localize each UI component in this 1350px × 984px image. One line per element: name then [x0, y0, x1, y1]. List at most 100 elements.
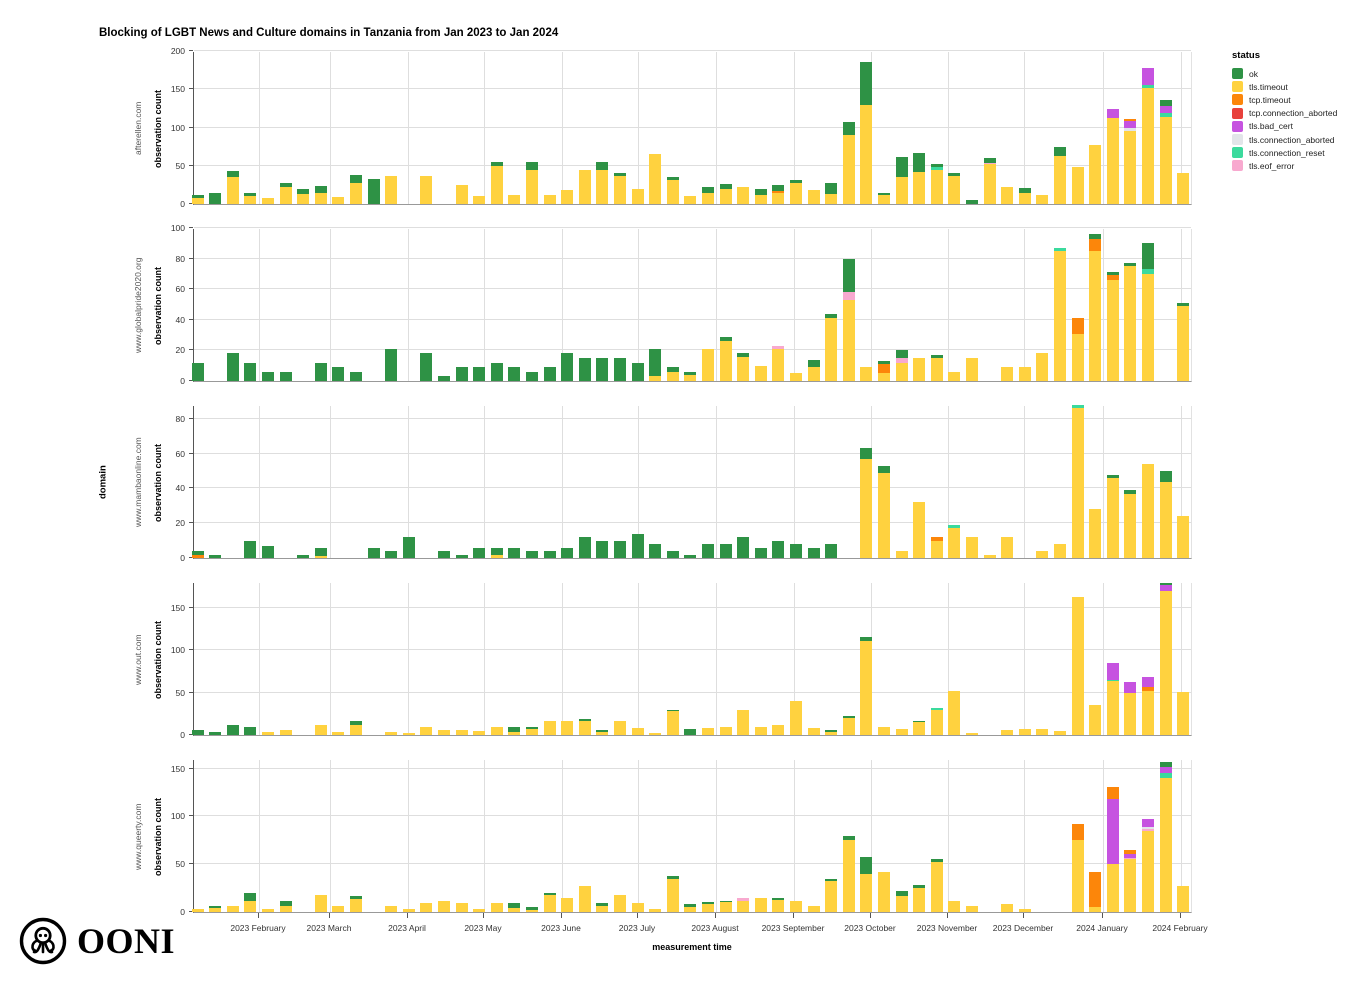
bar-afterellen.com[interactable] — [473, 51, 486, 204]
bar-www.mambaonline.com[interactable] — [385, 405, 398, 558]
bar-www.queerty.com[interactable] — [631, 759, 644, 912]
bar-www.out.com[interactable] — [842, 582, 855, 735]
bar-www.globalpride2020.org[interactable] — [613, 228, 626, 381]
bar-www.queerty.com[interactable] — [455, 759, 468, 912]
bar-www.globalpride2020.org[interactable] — [349, 228, 362, 381]
bar-www.mambaonline.com[interactable] — [772, 405, 785, 558]
bar-www.out.com[interactable] — [666, 582, 679, 735]
bar-www.mambaonline.com[interactable] — [754, 405, 767, 558]
bar-afterellen.com[interactable] — [261, 51, 274, 204]
bar-afterellen.com[interactable] — [684, 51, 697, 204]
bar-afterellen.com[interactable] — [209, 51, 222, 204]
bar-www.queerty.com[interactable] — [719, 759, 732, 912]
bar-afterellen.com[interactable] — [825, 51, 838, 204]
bar-afterellen.com[interactable] — [420, 51, 433, 204]
bar-www.mambaonline.com[interactable] — [631, 405, 644, 558]
bar-www.mambaonline.com[interactable] — [455, 405, 468, 558]
bar-www.queerty.com[interactable] — [508, 759, 521, 912]
bar-www.out.com[interactable] — [613, 582, 626, 735]
bar-afterellen.com[interactable] — [244, 51, 257, 204]
bar-www.queerty.com[interactable] — [701, 759, 714, 912]
bar-www.globalpride2020.org[interactable] — [191, 228, 204, 381]
bar-afterellen.com[interactable] — [807, 51, 820, 204]
bar-www.out.com[interactable] — [948, 582, 961, 735]
bar-www.mambaonline.com[interactable] — [684, 405, 697, 558]
bar-www.globalpride2020.org[interactable] — [385, 228, 398, 381]
bar-afterellen.com[interactable] — [508, 51, 521, 204]
bar-www.mambaonline.com[interactable] — [1053, 405, 1066, 558]
bar-www.out.com[interactable] — [789, 582, 802, 735]
bar-www.globalpride2020.org[interactable] — [578, 228, 591, 381]
bar-www.mambaonline.com[interactable] — [244, 405, 257, 558]
bar-afterellen.com[interactable] — [789, 51, 802, 204]
bar-www.queerty.com[interactable] — [490, 759, 503, 912]
bar-www.globalpride2020.org[interactable] — [314, 228, 327, 381]
bar-afterellen.com[interactable] — [930, 51, 943, 204]
bar-www.mambaonline.com[interactable] — [719, 405, 732, 558]
bar-www.out.com[interactable] — [525, 582, 538, 735]
bar-www.mambaonline.com[interactable] — [737, 405, 750, 558]
bar-www.queerty.com[interactable] — [226, 759, 239, 912]
bar-www.globalpride2020.org[interactable] — [437, 228, 450, 381]
bar-www.queerty.com[interactable] — [1018, 759, 1031, 912]
bar-www.mambaonline.com[interactable] — [261, 405, 274, 558]
bar-www.globalpride2020.org[interactable] — [789, 228, 802, 381]
bar-www.globalpride2020.org[interactable] — [1106, 228, 1119, 381]
bar-www.out.com[interactable] — [385, 582, 398, 735]
bar-www.out.com[interactable] — [684, 582, 697, 735]
bar-afterellen.com[interactable] — [367, 51, 380, 204]
bar-www.mambaonline.com[interactable] — [701, 405, 714, 558]
bar-www.globalpride2020.org[interactable] — [701, 228, 714, 381]
bar-www.queerty.com[interactable] — [789, 759, 802, 912]
bar-www.out.com[interactable] — [455, 582, 468, 735]
bar-www.globalpride2020.org[interactable] — [807, 228, 820, 381]
bar-www.out.com[interactable] — [244, 582, 257, 735]
bar-afterellen.com[interactable] — [314, 51, 327, 204]
bar-www.queerty.com[interactable] — [1141, 759, 1154, 912]
bar-www.queerty.com[interactable] — [244, 759, 257, 912]
bar-afterellen.com[interactable] — [701, 51, 714, 204]
bar-www.globalpride2020.org[interactable] — [825, 228, 838, 381]
bar-www.out.com[interactable] — [437, 582, 450, 735]
bar-afterellen.com[interactable] — [772, 51, 785, 204]
bar-www.queerty.com[interactable] — [385, 759, 398, 912]
bar-www.mambaonline.com[interactable] — [666, 405, 679, 558]
bar-www.mambaonline.com[interactable] — [983, 405, 996, 558]
bar-www.out.com[interactable] — [1053, 582, 1066, 735]
bar-afterellen.com[interactable] — [965, 51, 978, 204]
bar-www.globalpride2020.org[interactable] — [490, 228, 503, 381]
bar-www.mambaonline.com[interactable] — [578, 405, 591, 558]
bar-www.globalpride2020.org[interactable] — [1053, 228, 1066, 381]
bar-www.globalpride2020.org[interactable] — [561, 228, 574, 381]
bar-www.queerty.com[interactable] — [948, 759, 961, 912]
bar-www.out.com[interactable] — [930, 582, 943, 735]
bar-www.globalpride2020.org[interactable] — [684, 228, 697, 381]
bar-www.globalpride2020.org[interactable] — [772, 228, 785, 381]
bar-www.out.com[interactable] — [1036, 582, 1049, 735]
bar-www.out.com[interactable] — [1071, 582, 1084, 735]
bar-www.out.com[interactable] — [561, 582, 574, 735]
bar-www.queerty.com[interactable] — [561, 759, 574, 912]
bar-www.queerty.com[interactable] — [666, 759, 679, 912]
bar-afterellen.com[interactable] — [983, 51, 996, 204]
bar-www.out.com[interactable] — [508, 582, 521, 735]
bar-www.queerty.com[interactable] — [402, 759, 415, 912]
bar-afterellen.com[interactable] — [455, 51, 468, 204]
bar-www.globalpride2020.org[interactable] — [965, 228, 978, 381]
bar-www.queerty.com[interactable] — [279, 759, 292, 912]
bar-www.out.com[interactable] — [596, 582, 609, 735]
bar-www.mambaonline.com[interactable] — [825, 405, 838, 558]
bar-www.out.com[interactable] — [737, 582, 750, 735]
bar-afterellen.com[interactable] — [666, 51, 679, 204]
bar-afterellen.com[interactable] — [1159, 51, 1172, 204]
bar-www.out.com[interactable] — [1141, 582, 1154, 735]
bar-www.globalpride2020.org[interactable] — [666, 228, 679, 381]
bar-www.out.com[interactable] — [420, 582, 433, 735]
bar-www.queerty.com[interactable] — [649, 759, 662, 912]
bar-www.mambaonline.com[interactable] — [1159, 405, 1172, 558]
bar-www.globalpride2020.org[interactable] — [842, 228, 855, 381]
bar-afterellen.com[interactable] — [561, 51, 574, 204]
bar-afterellen.com[interactable] — [1141, 51, 1154, 204]
bar-www.queerty.com[interactable] — [191, 759, 204, 912]
bar-www.out.com[interactable] — [701, 582, 714, 735]
